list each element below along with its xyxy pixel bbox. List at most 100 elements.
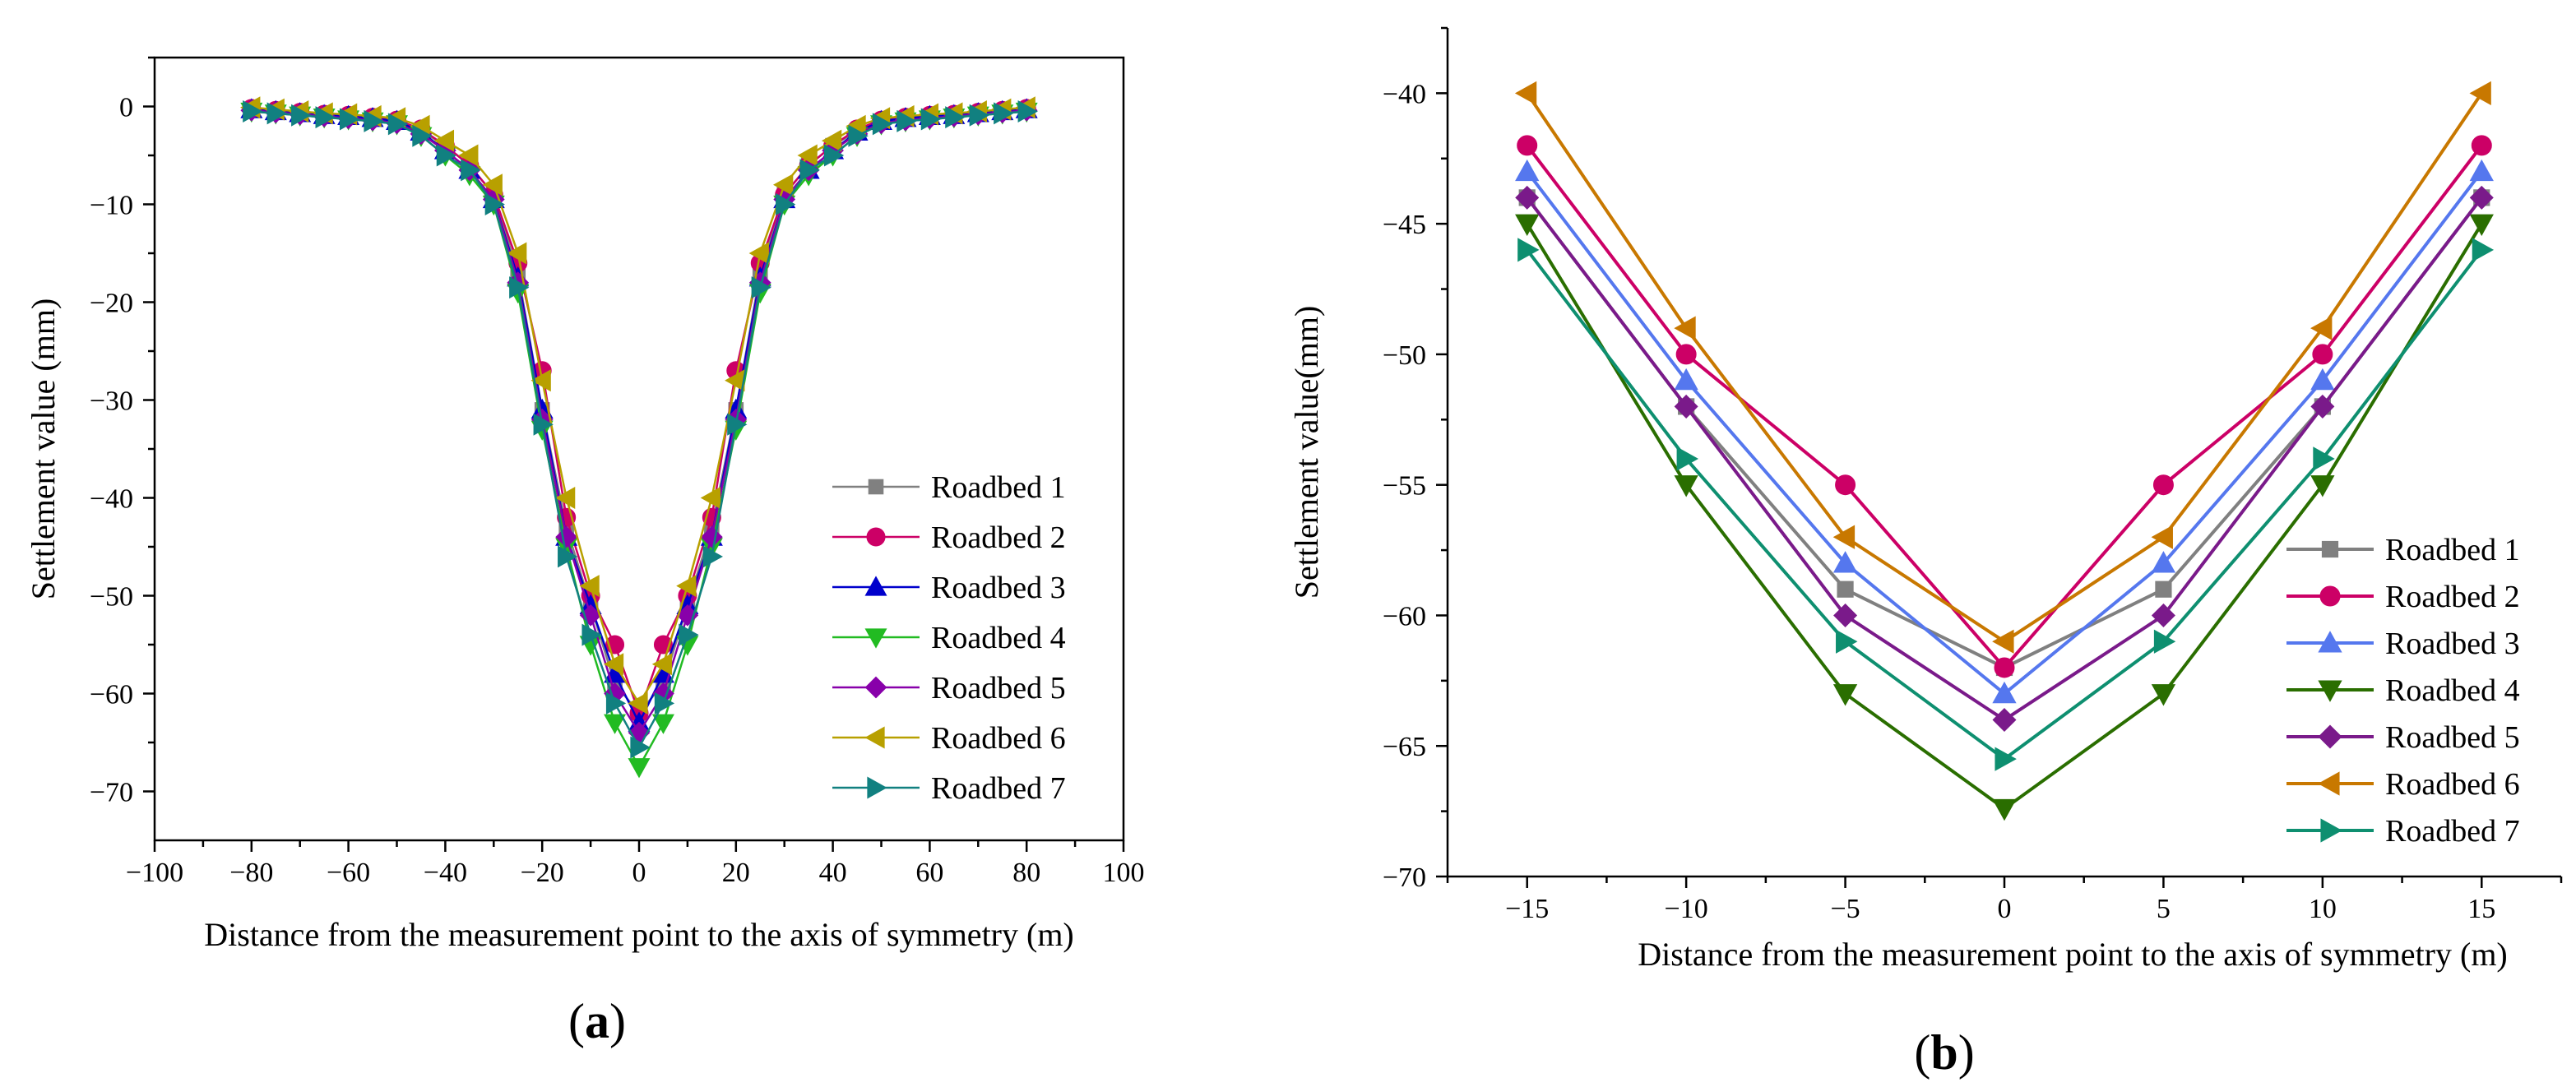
chart-a-data-point [994, 102, 1014, 125]
chart-b-x-tick-label: −5 [1830, 894, 1860, 924]
chart-b-series-line [1526, 170, 2483, 696]
chart-a-legend-item: Roadbed 1 [832, 470, 1066, 505]
chart-b-data-point [1992, 707, 2017, 732]
chart-b-data-point [2469, 159, 2494, 182]
chart-a-series-line [251, 110, 1027, 750]
chart-a-series-6 [240, 96, 1035, 715]
chart-a-y-tick-label: −50 [90, 582, 133, 613]
chart-a-legend-marker [867, 776, 887, 799]
chart-b-data-point [1515, 214, 1540, 236]
chart-a-series-line [251, 108, 1027, 726]
chart-b-legend-item: Roadbed 4 [2286, 673, 2520, 708]
chart-b-data-point [1833, 603, 1858, 627]
chart-b-x-tick-label: −10 [1665, 894, 1708, 924]
chart-b-legend-item: Roadbed 6 [2286, 767, 2520, 802]
chart-b-data-point [2153, 629, 2176, 654]
chart-a-series-line [251, 109, 1027, 735]
chart-a-data-point [848, 124, 869, 147]
chart-a-legend-marker [864, 576, 887, 596]
chart-b-legend-label: Roadbed 4 [2385, 673, 2520, 708]
chart-a-x-tick-label: −40 [424, 858, 467, 888]
chart-a-data-point [461, 159, 481, 182]
chart-a-legend-label: Roadbed 2 [931, 520, 1066, 555]
chart-b-legend-marker [2321, 540, 2339, 558]
chart-b-series-2 [1517, 135, 2492, 678]
chart-b-data-point [1832, 551, 1858, 573]
chart-a-axis-ticks: −100 −80 −60 −40 −20 0 20 40 60 80 100 0 −10 −20 −30 −4… [90, 56, 1145, 888]
chart-a-data-point [507, 242, 527, 265]
chart-b-data-point [2152, 474, 2174, 496]
chart-b-series-line [1526, 144, 2483, 671]
chart-a-legend: Roadbed 1 Roadbed 2 Roadbed 3 Roadbed 4 Road… [832, 470, 1066, 806]
chart-a-data-point [920, 108, 942, 131]
chart-a-data-point [509, 276, 530, 299]
chart-b-data-point [1515, 185, 1540, 210]
chart-a-data-point [628, 692, 648, 715]
chart-a-y-tick-label: 0 [119, 93, 133, 123]
chart-b-data-point [2310, 394, 2335, 419]
chart-a-y-tick-label: −70 [90, 778, 133, 808]
chart-a-series-line [251, 110, 1027, 770]
chart-a-legend-item: Roadbed 7 [832, 771, 1066, 806]
chart-b-legend-item: Roadbed 1 [2286, 533, 2520, 567]
chart-a-data-point [823, 144, 845, 167]
chart-b-legend-label: Roadbed 3 [2385, 627, 2520, 661]
chart-a-data-point [679, 623, 699, 646]
chart-b-series-4 [1515, 214, 2494, 821]
chart-a-data-point [630, 736, 651, 759]
chart-panel-b: −15 −10 −5 0 5 10 15−40−45−50−55−60−65−70 Road… [1288, 26, 2563, 1080]
chart-b-data-point [1517, 238, 1540, 262]
chart-a-legend-label: Roadbed 1 [931, 470, 1066, 505]
chart-a-x-tick-label: 40 [819, 858, 847, 888]
chart-a-data-point [676, 575, 697, 598]
chart-b-legend-item: Roadbed 3 [2286, 627, 2520, 661]
chart-b-data-point [1995, 747, 2017, 771]
chart-a-series-5 [240, 99, 1038, 744]
chart-b-data-point [2469, 185, 2494, 210]
chart-a-data-point [243, 99, 263, 123]
chart-a-data-point [654, 692, 675, 715]
chart-a-x-tick-label: −80 [229, 858, 273, 888]
chart-a-data-point [773, 173, 794, 197]
chart-a-series-line [251, 106, 1027, 705]
chart-b-x-tick-label: −15 [1505, 894, 1549, 924]
chart-a-legend-marker [868, 479, 884, 495]
chart-a-y-tick-label: −40 [90, 484, 133, 515]
chart-a-legend-marker [864, 726, 885, 749]
chart-a-legend-marker [864, 676, 887, 699]
chart-a-x-tick-label: −20 [521, 858, 564, 888]
chart-a-data-point [364, 109, 384, 132]
chart-a-data-point [458, 144, 479, 167]
chart-a-series-7 [243, 99, 1038, 759]
chart-b-legend-label: Roadbed 6 [2385, 767, 2520, 802]
chart-a-data-point [604, 714, 627, 734]
chart-a-panel-label: (a) [568, 994, 626, 1048]
chart-a-data-point [291, 104, 312, 127]
chart-a-series-2 [242, 99, 1036, 723]
chart-a-legend-item: Roadbed 6 [832, 721, 1066, 756]
chart-b-data-point [2310, 475, 2335, 497]
chart-a-data-point [433, 129, 455, 152]
chart-b-series-5 [1515, 185, 2494, 732]
chart-b-y-tick-label: −55 [1383, 471, 1426, 502]
chart-a-data-point [748, 242, 769, 265]
chart-a-y-tick-label: −60 [90, 680, 133, 710]
chart-b-data-point [2471, 135, 2492, 156]
chart-panel-a: −100 −80 −60 −40 −20 0 20 40 60 80 100 0 −10 −20 −30 −4… [25, 56, 1145, 1048]
chart-b-data-point [2310, 368, 2335, 391]
chart-b-legend-item: Roadbed 5 [2286, 720, 2520, 755]
chart-a-legend-label: Roadbed 3 [931, 571, 1066, 605]
chart-a-data-point [776, 193, 796, 215]
chart-a-data-point [651, 653, 673, 676]
chart-a-data-point [751, 276, 771, 299]
chart-a-data-point [554, 487, 576, 509]
chart-b-y-tick-label: −60 [1383, 601, 1426, 631]
chart-b-data-point [1832, 684, 1858, 706]
chart-b-legend-label: Roadbed 1 [2385, 533, 2520, 567]
chart-b-data-point [1992, 629, 2014, 654]
chart-b-legend-item: Roadbed 2 [2286, 580, 2520, 614]
chart-a-legend-label: Roadbed 4 [931, 621, 1066, 655]
chart-a-legend-marker [864, 628, 887, 649]
chart-b-legend-marker [2318, 771, 2340, 796]
